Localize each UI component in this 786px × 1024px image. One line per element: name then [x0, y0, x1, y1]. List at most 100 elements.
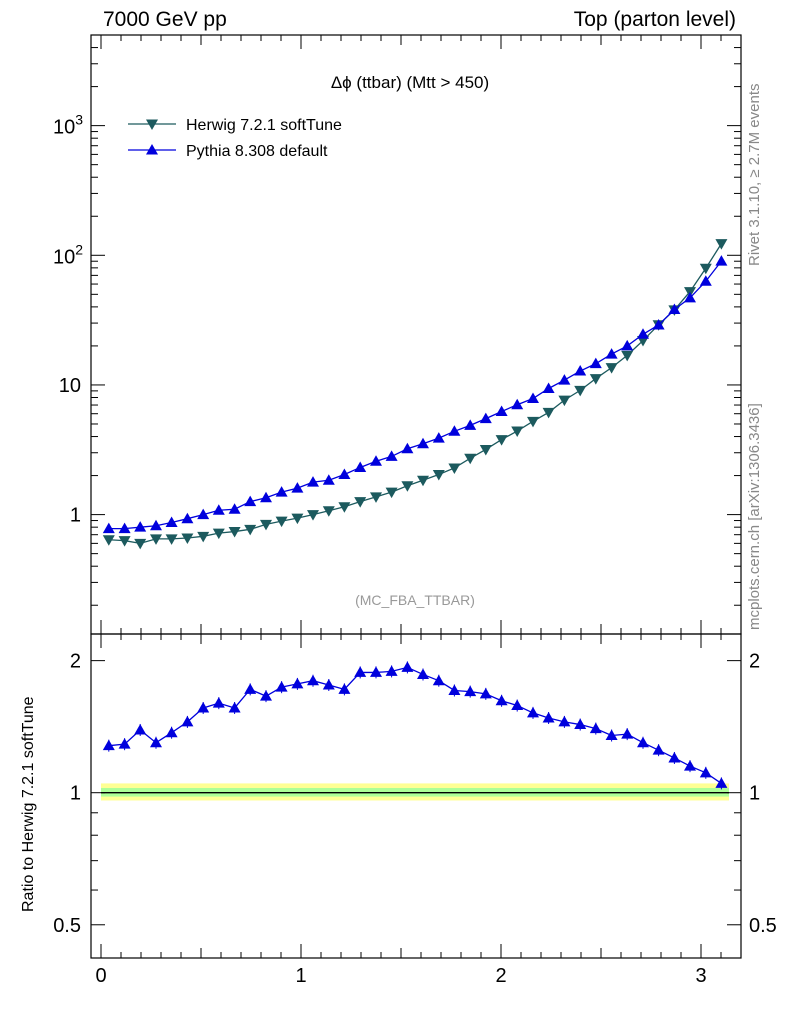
herwig-point [511, 426, 524, 438]
pythia-point [668, 303, 681, 314]
pythia-point [495, 405, 508, 417]
ratio-pythia-line [108, 666, 722, 784]
pythia-point [479, 412, 492, 424]
ratio-pythia-point [291, 677, 304, 689]
pythia-point [417, 437, 429, 449]
pythia-point [432, 432, 445, 443]
pythia-point [605, 348, 618, 359]
ratio-pythia-point [542, 712, 555, 723]
herwig-point [589, 374, 602, 385]
herwig-point [244, 524, 257, 536]
ratio-y-tick-label-right: 2 [749, 651, 760, 673]
ratio-pythia-point [385, 665, 398, 676]
pythia-point [542, 382, 555, 393]
header-left-label: 7000 GeV pp [103, 8, 227, 31]
x-tick-label: 0 [95, 965, 106, 987]
header-right-label: Top (parton level) [573, 8, 736, 31]
pythia-point [322, 474, 335, 485]
ratio-y-tick-label: 0.5 [53, 915, 81, 937]
ratio-y-tick-label-right: 0.5 [749, 915, 777, 937]
main-plot: 1 10 102 103 Herwig 7.2.1 softTune Pythia 8.3… [53, 34, 742, 635]
herwig-point [448, 463, 461, 474]
herwig-point [181, 533, 194, 545]
ratio-pythia-point [668, 751, 681, 763]
pythia-point [715, 255, 728, 266]
ratio-pythia-point [307, 674, 319, 686]
ratio-pythia-point [370, 666, 382, 677]
y-tick-label: 103 [53, 112, 83, 139]
legend-label: Pythia 8.308 default [186, 143, 328, 160]
pythia-point [401, 442, 414, 454]
pythia-point [448, 425, 461, 436]
pythia-point [244, 495, 257, 507]
pythia-point [684, 291, 696, 303]
herwig-point [527, 416, 539, 428]
herwig-point [479, 444, 492, 456]
ratio-y-tick-label: 1 [70, 783, 81, 805]
main-title: Δϕ (ttbar) (Mtt > 450) [331, 73, 489, 92]
ratio-pythia-point [699, 766, 712, 778]
herwig-point [212, 528, 225, 540]
ratio-pythia-point [558, 715, 571, 727]
ratio-pythia-point [401, 661, 414, 672]
ratio-pythia-point [684, 760, 696, 771]
pythia-point [338, 468, 351, 479]
ratio-pythia-point [181, 715, 194, 727]
herwig-point [197, 531, 210, 543]
ratio-pythia-point [275, 681, 288, 692]
herwig-point [118, 536, 131, 547]
pythia-point [307, 476, 319, 487]
legend-marker [146, 119, 158, 130]
pythia-point [102, 522, 115, 534]
herwig-point [574, 385, 587, 397]
herwig-point [464, 453, 477, 465]
legend-label: Herwig 7.2.1 softTune [186, 117, 342, 134]
pythia-point [212, 504, 225, 515]
pythia-point [464, 419, 477, 430]
ratio-pythia-point [432, 674, 445, 686]
ratio-pythia-point [527, 706, 539, 718]
pythia-point [260, 491, 272, 503]
ratio-pythia-point [197, 701, 210, 713]
ratio-pythia-point [589, 722, 602, 734]
pythia-point [385, 450, 398, 461]
ratio-y-tick-label-right: 1 [749, 783, 760, 805]
pythia-point [574, 365, 587, 376]
pythia-point [637, 328, 649, 339]
ratio-pythia-point [165, 726, 178, 738]
ratio-pythia-point [150, 736, 162, 748]
herwig-point [621, 350, 634, 362]
x-tick-label: 3 [695, 965, 706, 987]
ratio-plot-frame [90, 633, 742, 959]
pythia-point [652, 318, 665, 330]
pythia-point [165, 516, 178, 527]
herwig-point [307, 510, 319, 521]
herwig-point [228, 527, 241, 538]
pythia-point [370, 455, 382, 466]
ratio-pythia-point [417, 668, 429, 679]
herwig-point [432, 469, 445, 481]
pythia-point [134, 521, 147, 532]
herwig-point [370, 492, 382, 503]
pythia-point [511, 398, 524, 410]
herwig-point [134, 538, 147, 550]
herwig-series-line [108, 243, 722, 545]
herwig-point [322, 506, 335, 517]
ratio-pythia-point [495, 694, 508, 706]
pythia-point [275, 486, 288, 497]
ratio-pythia-point [448, 684, 461, 695]
ratio-pythia-point [134, 723, 147, 735]
herwig-point [275, 516, 288, 528]
herwig-point [260, 519, 272, 531]
pythia-point [354, 461, 367, 472]
herwig-point [558, 395, 571, 407]
ratio-pythia-point [102, 739, 115, 751]
ratio-pythia-point [652, 744, 665, 755]
pythia-point [558, 374, 571, 385]
herwig-point [715, 239, 728, 250]
ratio-pythia-point [715, 777, 728, 788]
herwig-point [605, 363, 618, 374]
herwig-point [401, 481, 414, 492]
herwig-point [102, 535, 115, 546]
